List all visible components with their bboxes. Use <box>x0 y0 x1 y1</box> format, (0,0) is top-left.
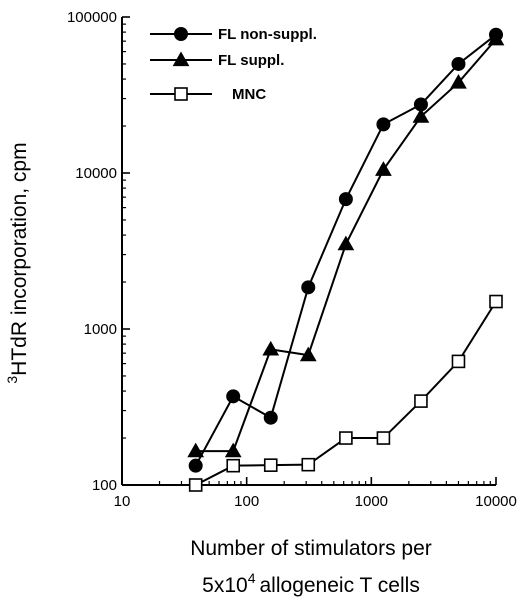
data-point <box>187 442 205 458</box>
data-point <box>188 458 203 473</box>
data-point <box>263 410 278 425</box>
data-point <box>489 294 503 309</box>
x-axis-title-line2: 5x104 allogeneic T cells <box>202 570 420 597</box>
x-axis-title-suffix: allogeneic T cells <box>260 574 420 597</box>
data-point <box>450 74 467 89</box>
data-point <box>376 431 391 445</box>
data-point <box>226 458 241 473</box>
data-point <box>412 108 430 123</box>
legend-label: FL suppl. <box>218 52 284 69</box>
legend-label: FL non-suppl. <box>218 26 317 43</box>
data-point <box>487 30 505 46</box>
legend-item-1: FL suppl. <box>150 51 284 69</box>
legend-item-2: MNC <box>150 86 266 103</box>
data-point <box>414 394 428 408</box>
legend-marker <box>174 87 188 101</box>
data-point <box>299 346 317 362</box>
x-axis-title-sup: 4 <box>248 570 256 586</box>
data-point <box>262 340 280 356</box>
data-point <box>451 354 466 369</box>
legend-marker <box>172 51 190 67</box>
data-point <box>451 56 466 71</box>
y-axis-title-sup: 3 <box>4 376 20 384</box>
y-tick-label: 100 <box>92 477 117 494</box>
x-tick-label: 10000 <box>475 493 517 510</box>
series-group <box>187 27 505 492</box>
series-1 <box>187 30 505 458</box>
x-tick-label: 10 <box>114 493 131 510</box>
data-point <box>376 117 391 132</box>
series-2 <box>188 294 503 492</box>
y-axis-title-text: HTdR incorporation, cpm <box>8 142 31 375</box>
y-tick-label: 10000 <box>75 165 117 182</box>
legend-item-0: FL non-suppl. <box>150 26 317 43</box>
data-point <box>375 161 392 176</box>
x-axis-title-line1: Number of stimulators per <box>190 537 432 560</box>
data-point <box>188 478 203 492</box>
y-tick-label: 100000 <box>67 9 117 26</box>
data-point <box>263 458 278 472</box>
x-tick-label: 1000 <box>355 493 388 510</box>
x-axis-title-prefix: 5x10 <box>202 574 248 597</box>
data-point <box>226 389 241 404</box>
data-point <box>224 442 242 458</box>
data-point <box>301 457 316 472</box>
x-tick-label: 100 <box>234 493 259 510</box>
legend-marker <box>174 27 188 41</box>
y-axis: 100 1000 10000 100000 <box>67 9 130 494</box>
legend: FL non-suppl. FL suppl. MNC <box>150 26 317 103</box>
legend-label: MNC <box>232 86 266 103</box>
data-point <box>337 235 355 251</box>
data-point <box>301 280 316 295</box>
x-axis: 10 100 1000 10000 <box>114 477 517 510</box>
data-point <box>339 431 353 445</box>
series-line <box>195 300 497 486</box>
data-point <box>338 192 353 207</box>
y-tick-label: 1000 <box>84 321 117 338</box>
y-axis-title: 3HTdR incorporation, cpm <box>4 142 31 383</box>
